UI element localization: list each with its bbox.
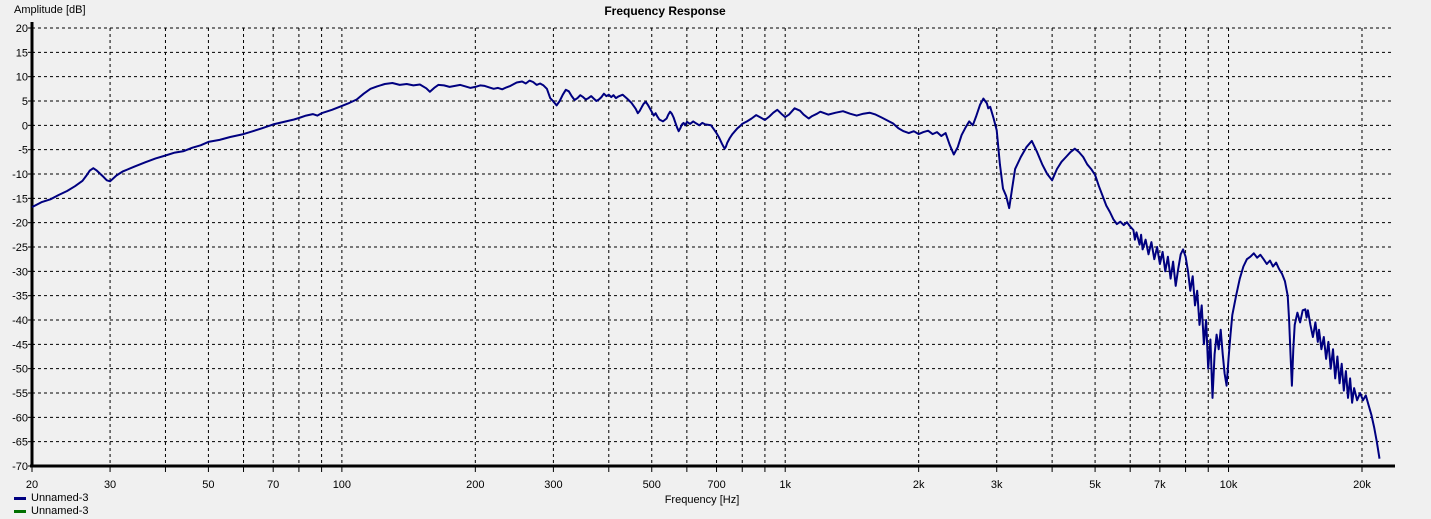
svg-text:-70: -70	[12, 461, 28, 473]
vertical-gridlines	[109, 28, 1363, 466]
svg-text:-30: -30	[12, 266, 28, 278]
legend-item: Unnamed-3	[14, 505, 88, 518]
legend-item-label: Unnamed-3	[31, 505, 89, 517]
svg-text:-5: -5	[18, 145, 28, 157]
svg-text:10k: 10k	[1220, 479, 1238, 491]
svg-text:-10: -10	[12, 169, 28, 181]
legend-marker-line	[14, 497, 26, 500]
svg-text:-35: -35	[12, 291, 28, 303]
x-axis-tick-labels: 20 30 50 70 100 200 300 500 700 1k 2k 3k 5k 7k 10k 20k	[26, 479, 1371, 491]
horizontal-gridlines	[32, 27, 1393, 443]
axes	[30, 22, 1395, 468]
svg-text:10: 10	[16, 72, 28, 84]
svg-text:-25: -25	[12, 242, 28, 254]
svg-text:0: 0	[22, 120, 28, 132]
svg-text:20: 20	[26, 479, 38, 491]
svg-text:5: 5	[22, 96, 28, 108]
svg-text:-40: -40	[12, 315, 28, 327]
y-axis-tick-labels: 20 15 10 5 0 -5 -10 -15 -20 -25 -30 -35 -40 -45 -50 -55…	[12, 23, 28, 473]
svg-text:3k: 3k	[991, 479, 1003, 491]
svg-text:-55: -55	[12, 388, 28, 400]
svg-text:-45: -45	[12, 339, 28, 351]
svg-text:300: 300	[544, 479, 562, 491]
svg-text:2k: 2k	[913, 479, 925, 491]
svg-text:-65: -65	[12, 437, 28, 449]
svg-text:70: 70	[267, 479, 279, 491]
svg-text:50: 50	[202, 479, 214, 491]
svg-text:15: 15	[16, 47, 28, 59]
svg-text:500: 500	[643, 479, 661, 491]
svg-text:-20: -20	[12, 218, 28, 230]
legend: Unnamed-3 Unnamed-3	[14, 492, 88, 518]
legend-item-label: Unnamed-3	[31, 492, 89, 504]
chart-title: Frequency Response	[604, 4, 726, 18]
svg-text:7k: 7k	[1154, 479, 1166, 491]
svg-text:-15: -15	[12, 193, 28, 205]
response-curve	[31, 79, 1381, 459]
svg-text:200: 200	[466, 479, 484, 491]
svg-text:-50: -50	[12, 364, 28, 376]
svg-text:20k: 20k	[1353, 479, 1371, 491]
svg-text:1k: 1k	[779, 479, 791, 491]
svg-text:700: 700	[707, 479, 725, 491]
svg-text:20: 20	[16, 23, 28, 35]
svg-text:100: 100	[333, 479, 351, 491]
legend-marker-line	[14, 510, 26, 513]
x-axis-title: Frequency [Hz]	[664, 494, 740, 506]
svg-text:-60: -60	[12, 412, 28, 424]
y-axis-title: Amplitude [dB]	[14, 4, 86, 16]
svg-text:30: 30	[104, 479, 116, 491]
legend-item: Unnamed-3	[14, 492, 88, 505]
svg-text:5k: 5k	[1089, 479, 1101, 491]
